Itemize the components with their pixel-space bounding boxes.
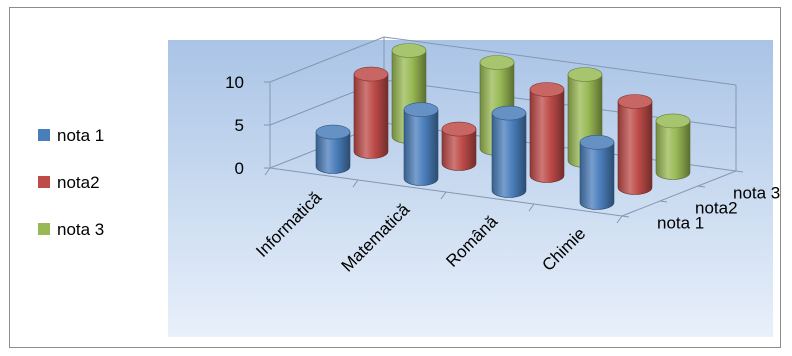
ytick-label: 5 xyxy=(235,116,244,135)
bar-top xyxy=(579,135,615,150)
bar-body xyxy=(529,89,565,183)
xtick-mark-4 xyxy=(616,215,623,224)
bar-body xyxy=(579,142,615,210)
bar-top xyxy=(479,55,515,70)
bar-body xyxy=(617,101,653,195)
bar-top xyxy=(391,43,427,58)
bar-nota3-3 xyxy=(655,113,691,180)
bar-body xyxy=(655,120,691,180)
legend-swatch xyxy=(38,223,50,235)
bar-top xyxy=(403,102,439,117)
bar-body xyxy=(353,73,389,159)
bar-top xyxy=(655,113,691,129)
legend-label: nota2 xyxy=(57,173,100,192)
depth-label: nota 1 xyxy=(657,214,704,233)
bar-body xyxy=(491,112,527,198)
bar-body xyxy=(441,128,477,171)
legend: nota 1 nota2 nota 3 xyxy=(38,126,104,239)
legend-label: nota 1 xyxy=(57,126,104,145)
bar-top xyxy=(567,67,603,82)
bar-nota1-1 xyxy=(403,102,439,186)
bar-nota1-3 xyxy=(579,135,615,210)
bar-top xyxy=(353,66,389,82)
bar-nota1-2 xyxy=(491,105,527,198)
bar-top xyxy=(617,94,653,109)
ytick-label: 10 xyxy=(225,73,244,92)
bar-nota1-0 xyxy=(315,124,351,174)
ztick-mark-3 xyxy=(735,170,744,173)
ztick-mark-2 xyxy=(697,185,706,188)
ztick-mark-1 xyxy=(659,200,668,203)
ytick-label: 0 xyxy=(235,159,244,178)
bar-top xyxy=(315,124,351,140)
bar-top xyxy=(491,105,527,121)
ztick-mark-0 xyxy=(621,215,630,218)
xtick-mark-0 xyxy=(264,167,271,176)
bar-nota2-2 xyxy=(529,82,565,183)
bar-top xyxy=(529,82,565,97)
bar-top xyxy=(441,121,477,137)
bar-body xyxy=(403,109,439,186)
legend-swatch xyxy=(38,129,50,141)
bars xyxy=(315,43,691,210)
bar-nota2-3 xyxy=(617,94,653,195)
xtick-mark-2 xyxy=(440,191,447,200)
legend-swatch xyxy=(38,176,50,188)
xtick-mark-3 xyxy=(528,203,535,212)
depth-label: nota 3 xyxy=(733,184,780,203)
bar-body xyxy=(315,131,351,174)
depth-label: nota2 xyxy=(695,199,738,218)
bar-nota2-1 xyxy=(441,121,477,171)
legend-label: nota 3 xyxy=(57,220,104,239)
plot-background xyxy=(168,40,773,337)
bar-nota2-0 xyxy=(353,66,389,159)
xtick-mark-1 xyxy=(352,179,359,188)
